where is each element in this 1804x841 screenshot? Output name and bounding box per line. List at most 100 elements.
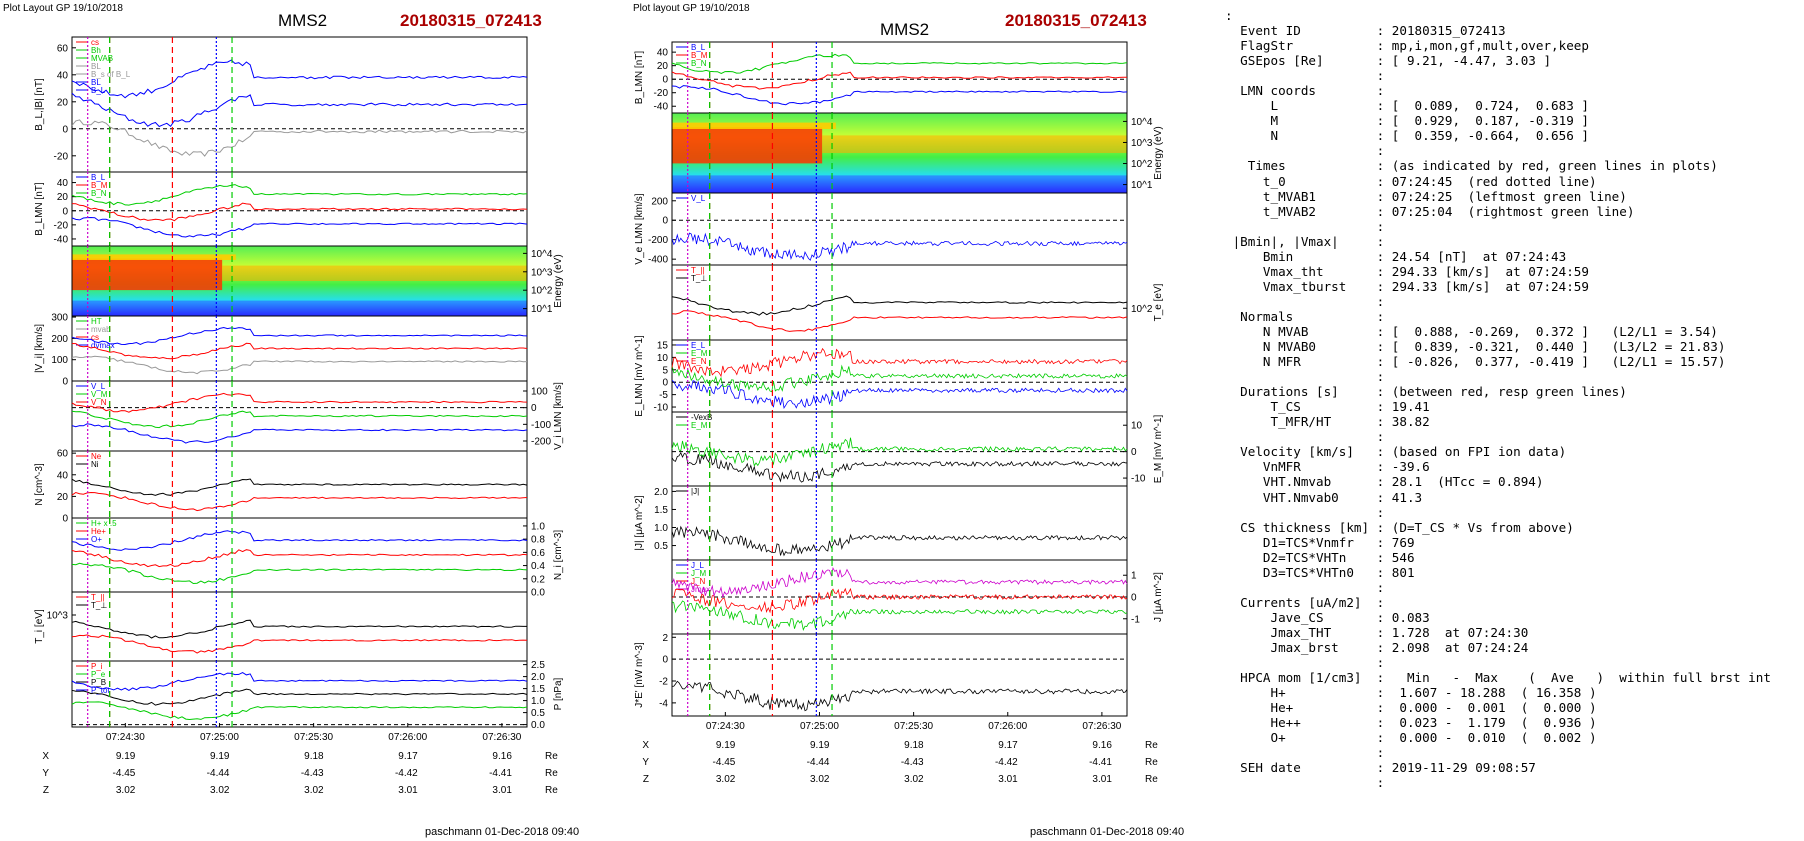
info-line: D1=TCS*Vnmfr : 769: [1225, 534, 1415, 550]
y-tick-label: 1.0: [531, 696, 545, 707]
panel-frame: [671, 339, 1128, 413]
y-tick-label: 10^3: [531, 267, 553, 278]
info-line: VHT.Nmvab : 28.1 (HTcc = 0.894): [1225, 474, 1544, 490]
series-line: [671, 525, 1128, 557]
y-tick-label: 0: [62, 514, 68, 525]
info-line: :: [1225, 775, 1385, 791]
y-tick-label: -20: [654, 88, 669, 99]
y-axis-label: B_LMN [nT]: [34, 182, 45, 236]
series-line: [71, 619, 527, 639]
spectrogram-band: [72, 300, 527, 316]
legend-label: T_⊥: [91, 601, 107, 610]
spectrogram-band: [222, 265, 527, 281]
y-tick-label: 0: [662, 75, 668, 86]
y-tick-label: -10: [654, 403, 669, 414]
layout-label-mid: Plot layout GP 19/10/2018: [633, 3, 750, 14]
y-tick-label: 40: [57, 70, 69, 81]
info-line: CS thickness [km] : (D=T_CS * Vs from ab…: [1225, 519, 1574, 535]
ephemeris-value: -4.45: [713, 757, 736, 768]
info-line: Jave_CS : 0.083: [1225, 609, 1430, 625]
y-axis-label: B_L,|B| [nT]: [34, 78, 45, 131]
y-tick-label: -20: [54, 151, 69, 162]
y-axis-label: |J| [μA m^-2]: [634, 495, 645, 550]
y-tick-label: 1.0: [654, 523, 668, 534]
info-line: |Bmin|, |Vmax| :: [1225, 233, 1385, 249]
panel-L5: 100 0 -100 -200 V_i LMN [km/s] V_LV_MV_N: [71, 380, 564, 452]
series-line: [71, 216, 528, 238]
ephemeris-value: 3.02: [116, 785, 136, 796]
y-tick-label: 0: [662, 655, 668, 666]
ephemeris-unit: Re: [545, 785, 558, 796]
info-line: H+ : 1.607 - 18.288 ( 16.358 ): [1225, 685, 1597, 701]
y-tick-label: 200: [51, 334, 68, 345]
series-line: [671, 364, 1128, 393]
info-line: t_MVAB2 : 07:25:04 (rightmost green line…: [1225, 203, 1635, 219]
y-tick-label: 20: [657, 61, 669, 72]
legend-label: MVAB: [91, 54, 113, 63]
info-line: HPCA mom [1/cm3] : Min - Max ( Ave ) wit…: [1225, 670, 1771, 686]
info-line: Velocity [km/s] : (based on FPI ion data…: [1225, 444, 1567, 460]
info-line: :: [1225, 143, 1385, 159]
series-line: [71, 202, 528, 222]
legend-label: H+ x .5: [91, 519, 117, 528]
ephemeris-unit: Re: [545, 751, 558, 762]
panel-frame: [671, 411, 1128, 487]
y-axis-label: |V_i| [km/s]: [34, 324, 45, 373]
legend-label: B_s of B_L: [91, 70, 131, 79]
info-line: D2=TCS*VHTn : 546: [1225, 549, 1415, 565]
ephemeris-value: 9.19: [210, 751, 230, 762]
legend-label: Bh: [91, 46, 101, 55]
y-tick-label: -4: [659, 698, 668, 709]
y-tick-label: 10^3: [1131, 138, 1153, 149]
legend-label: V_N: [91, 398, 107, 407]
legend-label: P_i: [91, 662, 103, 671]
ephemeris-value: 9.16: [492, 751, 512, 762]
ephemeris-value: -4.44: [207, 768, 230, 779]
y-tick-label: 100: [51, 355, 68, 366]
y-tick-label: 2: [662, 633, 668, 644]
info-line: VHT.Nmvab0 : 41.3: [1225, 489, 1423, 505]
ephemeris-row-name: Y: [42, 768, 49, 779]
legend-label: E_M: [691, 421, 708, 430]
info-line: Currents [uA/m2] :: [1225, 594, 1385, 610]
legend-label: B_N: [91, 189, 107, 198]
spectrogram-band: [822, 135, 1127, 153]
y-tick-label: 20: [57, 97, 69, 108]
info-line: GSEpos [Re] : [ 9.21, -4.47, 3.03 ]: [1225, 53, 1552, 69]
y-axis-label: N [cm^-3]: [34, 463, 45, 506]
event-id-label-mid: 20180315_072413: [1005, 11, 1147, 30]
legend-label: J_L: [691, 561, 704, 570]
series-line: [71, 59, 528, 99]
x-tick-label: 07:26:30: [482, 732, 521, 743]
y-tick-label: 0: [1131, 447, 1137, 458]
info-line: T_MFR/HT : 38.82: [1225, 414, 1430, 430]
y-axis-label: J [μA m^-2]: [1153, 572, 1164, 622]
series-line: [671, 600, 1128, 631]
y-tick-label: 200: [651, 196, 668, 207]
y-tick-label: -20: [54, 220, 69, 231]
x-tick-label: 07:25:00: [800, 721, 839, 732]
info-line: t_MVAB1 : 07:24:25 (leftmost green line): [1225, 188, 1627, 204]
legend-label: cs: [91, 333, 99, 342]
series-line: [71, 92, 528, 128]
y-tick-label: 60: [57, 449, 69, 460]
y-tick-label: 0: [662, 216, 668, 227]
ephemeris-value: -4.42: [995, 757, 1018, 768]
y-tick-label: 10^1: [1131, 180, 1153, 191]
info-line: T_CS : 19.41: [1225, 399, 1430, 415]
info-line: Bmin : 24.54 [nT] at 07:24:43: [1225, 248, 1567, 264]
legend-label: |J|: [691, 487, 699, 496]
series-line: [671, 85, 1128, 106]
y-tick-label: 0.6: [531, 548, 545, 559]
y-tick-label: 1.5: [531, 684, 545, 695]
y-tick-label: 0: [62, 377, 68, 388]
panel-L9: 2.52.01.51.00.50.0 P [nPa] P_iP_eP_BP_tot: [71, 660, 564, 731]
legend-label: BL: [91, 62, 101, 71]
y-tick-label: 10^4: [531, 249, 553, 260]
ephemeris-value: -4.41: [1089, 757, 1112, 768]
info-line: O+ : 0.000 - 0.010 ( 0.002 ): [1225, 730, 1597, 746]
y-axis-label: E_M [mV m^-1]: [1153, 414, 1164, 483]
